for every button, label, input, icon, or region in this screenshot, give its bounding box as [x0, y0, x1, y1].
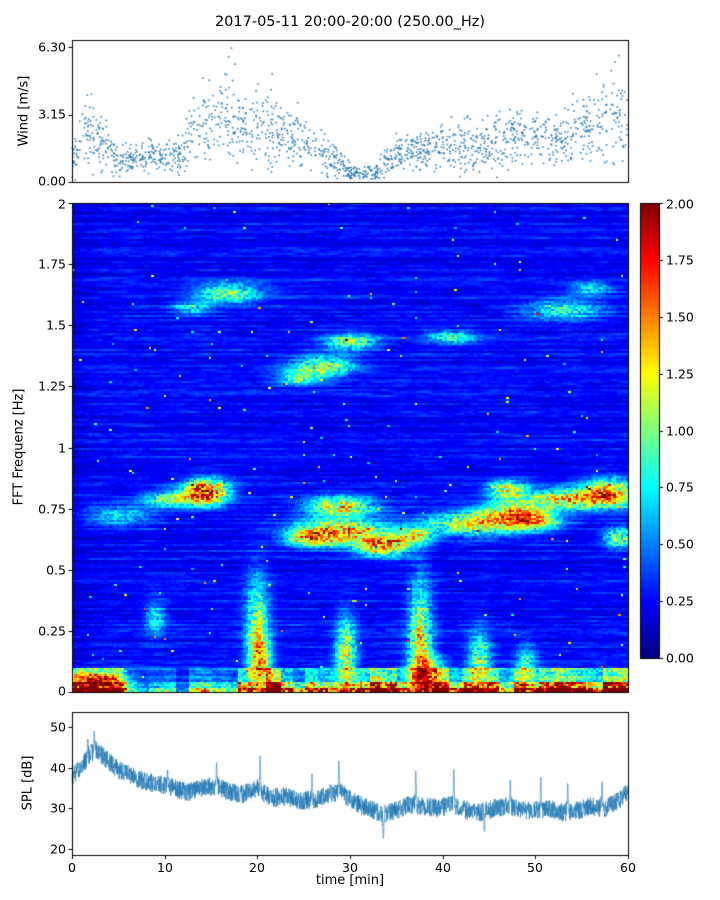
fft-ytick-1: 1.75 [38, 256, 66, 272]
fft-y-axis-label: FFT Frequenz [Hz] [11, 388, 27, 506]
wind-y-axis-label: Wind [m/s] [16, 75, 32, 147]
colorbar-tick-6: 0.50 [666, 536, 694, 552]
xtick-2: 20 [249, 860, 265, 875]
wind-ytick-2: 0.00 [38, 173, 66, 189]
fft-ytick-7: 0.25 [38, 623, 66, 639]
fft-ytick-6: 0.5 [46, 562, 66, 578]
wind-ytick-1: 3.15 [38, 106, 66, 122]
x-axis-label: time [min] [315, 873, 385, 888]
fft-ytick-5: 0.75 [38, 501, 66, 517]
spl-ytick-2: 30 [50, 800, 66, 816]
xtick-0: 0 [68, 860, 76, 875]
fft-ytick-8: 0 [58, 683, 66, 699]
fft-ytick-0: 2 [58, 196, 66, 212]
colorbar-tick-0: 2.00 [666, 196, 694, 212]
xtick-6: 60 [620, 860, 636, 875]
xtick-4: 40 [435, 860, 451, 875]
wind-ytick-0: 6.30 [38, 39, 66, 55]
fft-ytick-2: 1.5 [46, 317, 66, 333]
colorbar-tick-3: 1.25 [666, 366, 694, 382]
spl-y-axis-label: SPL [dB] [20, 755, 36, 811]
colorbar-tick-8: 0.00 [666, 650, 694, 666]
colorbar-tick-1: 1.75 [666, 252, 694, 268]
xtick-3: 30 [342, 860, 358, 875]
fft-ytick-4: 1 [58, 440, 66, 456]
colorbar-tick-5: 0.75 [666, 479, 694, 495]
spl-ytick-3: 20 [50, 841, 66, 857]
xtick-1: 10 [157, 860, 173, 875]
colorbar-tick-4: 1.00 [666, 423, 694, 439]
colorbar-tick-2: 1.50 [666, 309, 694, 325]
figure-title: 2017-05-11 20:00-20:00 (250.00_Hz) [214, 14, 486, 30]
fft-ytick-3: 1.25 [38, 378, 66, 394]
xtick-5: 50 [527, 860, 543, 875]
spl-ytick-1: 40 [50, 760, 66, 776]
colorbar-tick-7: 0.25 [666, 593, 694, 609]
spl-ytick-0: 50 [50, 719, 66, 735]
